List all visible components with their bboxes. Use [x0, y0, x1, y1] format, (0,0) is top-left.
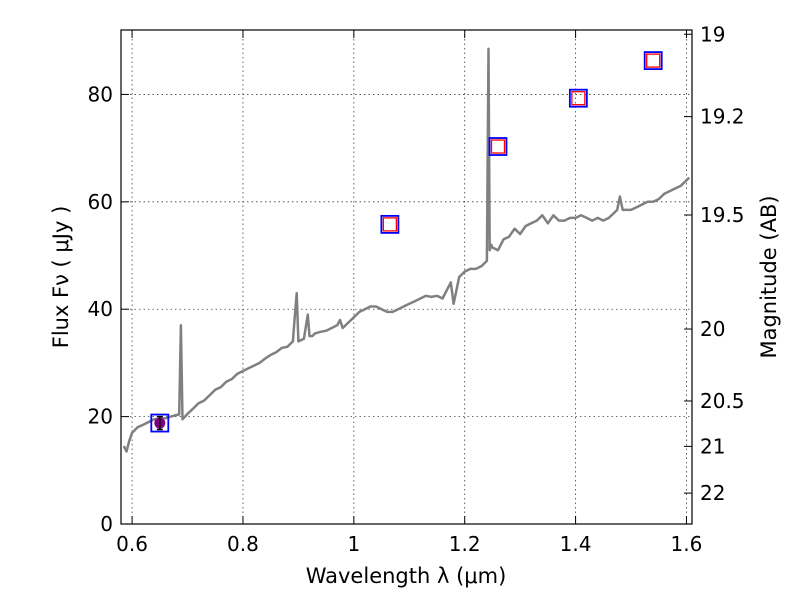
- observed-flux-marker: [643, 51, 663, 71]
- mag-tick-label-4: 20.5: [700, 389, 745, 413]
- y-axis-label: Flux Fν ( μJy ): [49, 206, 73, 349]
- x-axis-label: Wavelength λ (μm): [306, 564, 507, 588]
- photometry-point-4: [643, 51, 663, 71]
- photometry-point-2: [488, 137, 508, 156]
- observed-flux-marker: [568, 88, 588, 108]
- x-tick-label-2: 1: [347, 532, 360, 556]
- y-tick-label-3: 60: [88, 190, 113, 214]
- mag-tick-label-5: 21: [700, 434, 725, 458]
- observed-flux-marker: [380, 214, 400, 234]
- model-flux-marker: [382, 217, 398, 232]
- mag-tick-label-3: 20: [700, 317, 725, 341]
- axes-box: [120, 29, 693, 525]
- mag-tick-label-0: 19: [700, 22, 725, 46]
- y2-axis-label: Magnitude (AB): [757, 195, 781, 358]
- x-tick-label-5: 1.6: [671, 532, 703, 556]
- observed-flux-marker: [150, 413, 170, 433]
- tick-layer: 0.6 0.8 1 1.2 1.4 1.6 0 20 40 60 80 19 19.2 19.5 20 20.…: [88, 22, 745, 556]
- mag-tick-label-2: 19.5: [700, 203, 745, 227]
- photometry-point-1: [380, 214, 400, 234]
- observed-flux-marker: [488, 137, 508, 156]
- spectrum-line: [122, 47, 691, 453]
- mag-tick-label-6: 22: [700, 481, 725, 505]
- y-tick-label-1: 20: [88, 405, 113, 429]
- model-flux-marker: [646, 53, 661, 68]
- photometry-point-3: [568, 88, 588, 108]
- photometry-point-0: [150, 413, 170, 433]
- y-tick-label-0: 0: [100, 512, 113, 536]
- grid-layer: [121, 30, 692, 525]
- x-tick-label-4: 1.4: [560, 532, 592, 556]
- x-tick-label-0: 0.6: [116, 532, 148, 556]
- model-flux-marker: [571, 91, 586, 106]
- plot-frame: [120, 29, 693, 525]
- mag-tick-label-1: 19.2: [700, 105, 745, 129]
- y-tick-label-4: 80: [88, 82, 113, 106]
- x-tick-label-1: 0.8: [227, 532, 259, 556]
- plot-layer: [122, 47, 691, 453]
- model-flux-marker: [490, 139, 506, 154]
- y-tick-label-2: 40: [88, 297, 113, 321]
- x-tick-label-3: 1.2: [449, 532, 481, 556]
